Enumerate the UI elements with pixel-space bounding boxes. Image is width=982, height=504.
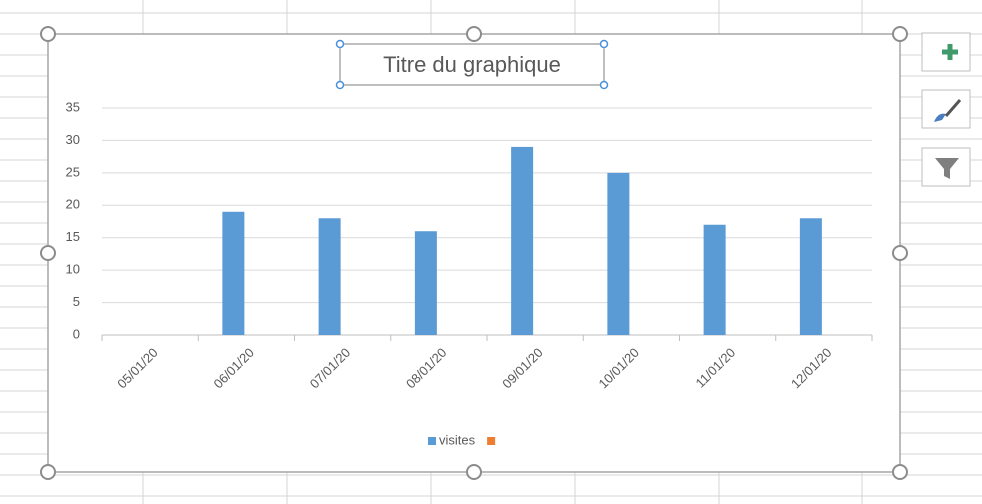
title-box[interactable]: [339, 43, 605, 86]
plus-icon: [942, 44, 958, 60]
handle[interactable]: [892, 245, 908, 261]
y-tick-label: 0: [73, 326, 80, 341]
y-tick-label: 15: [66, 229, 80, 244]
y-tick-label: 30: [66, 132, 80, 147]
chart-buttons: [921, 32, 971, 187]
y-tick-label: 5: [73, 294, 80, 309]
bar: [607, 172, 630, 335]
handle[interactable]: [466, 464, 482, 480]
bar: [511, 146, 534, 335]
chart-area[interactable]: [47, 33, 901, 473]
handle[interactable]: [40, 464, 56, 480]
handle[interactable]: [466, 26, 482, 42]
handle[interactable]: [892, 26, 908, 42]
chart-title: Titre du graphique: [383, 52, 561, 77]
handle[interactable]: [40, 245, 56, 261]
legend-swatch: [428, 437, 436, 445]
bar: [799, 218, 822, 335]
y-tick-label: 25: [66, 164, 80, 179]
legend-swatch: [487, 437, 496, 445]
resize-handles: [40, 26, 908, 480]
bar: [414, 231, 437, 335]
legend-label: visites: [439, 432, 476, 447]
bar: [703, 224, 726, 335]
bar: [318, 218, 341, 335]
y-tick-label: 20: [66, 197, 80, 212]
filter-icon: [935, 158, 959, 179]
handle[interactable]: [40, 26, 56, 42]
y-tick-label: 35: [66, 99, 80, 114]
brush-handle: [944, 99, 962, 117]
brush-icon: [934, 113, 946, 122]
y-tick-label: 10: [66, 262, 80, 277]
bar: [222, 211, 245, 335]
title-handles: [335, 39, 609, 90]
handle[interactable]: [892, 464, 908, 480]
chart-styles-button[interactable]: [921, 89, 971, 129]
